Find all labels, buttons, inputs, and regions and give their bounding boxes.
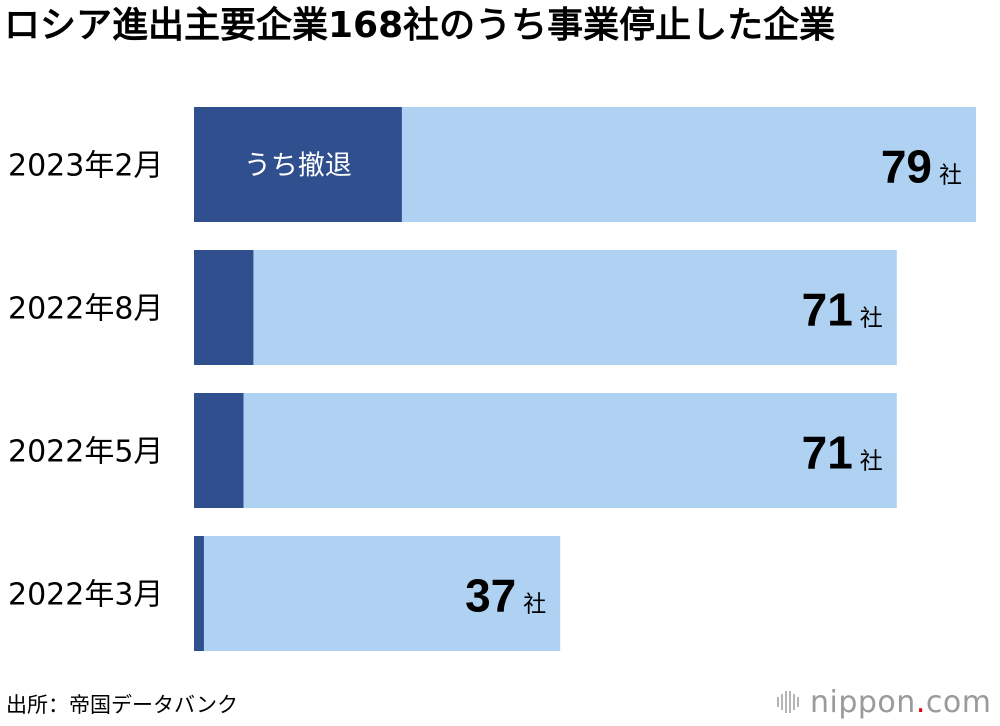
category-label: 2022年8月 — [8, 292, 163, 327]
bar-withdrawn — [194, 250, 254, 365]
brand-name: nippon.com — [810, 685, 991, 720]
nippon-com-logo-icon — [777, 691, 799, 713]
category-label: 2022年5月 — [8, 435, 163, 470]
bar-withdrawn — [194, 536, 204, 651]
source-note: 出所：帝国データバンク — [6, 693, 239, 717]
value-unit-label: 社 — [860, 449, 883, 475]
value-label: 79 — [881, 141, 932, 193]
chart-title: ロシア進出主要企業168社のうち事業停止した企業 — [4, 5, 836, 46]
bar-total — [194, 250, 897, 365]
value-label: 37 — [465, 570, 516, 622]
bar-total — [194, 536, 561, 651]
bar-total — [194, 393, 897, 508]
brand-name-suffix: com — [925, 684, 992, 720]
value-label: 71 — [802, 284, 853, 336]
category-label: 2023年2月 — [8, 149, 163, 184]
value-label: 71 — [802, 427, 853, 479]
value-unit-label: 社 — [939, 163, 962, 189]
value-unit-label: 社 — [523, 592, 546, 618]
brand-logo[interactable]: nippon.com — [776, 682, 991, 722]
category-label: 2022年3月 — [8, 578, 163, 613]
withdrawn-series-label: うち撤退 — [244, 151, 352, 182]
bar-withdrawn — [194, 107, 402, 222]
value-unit-label: 社 — [860, 306, 883, 332]
brand-name-main: nippon — [810, 684, 916, 720]
bar-withdrawn — [194, 393, 244, 508]
brand-dot: . — [915, 684, 926, 720]
